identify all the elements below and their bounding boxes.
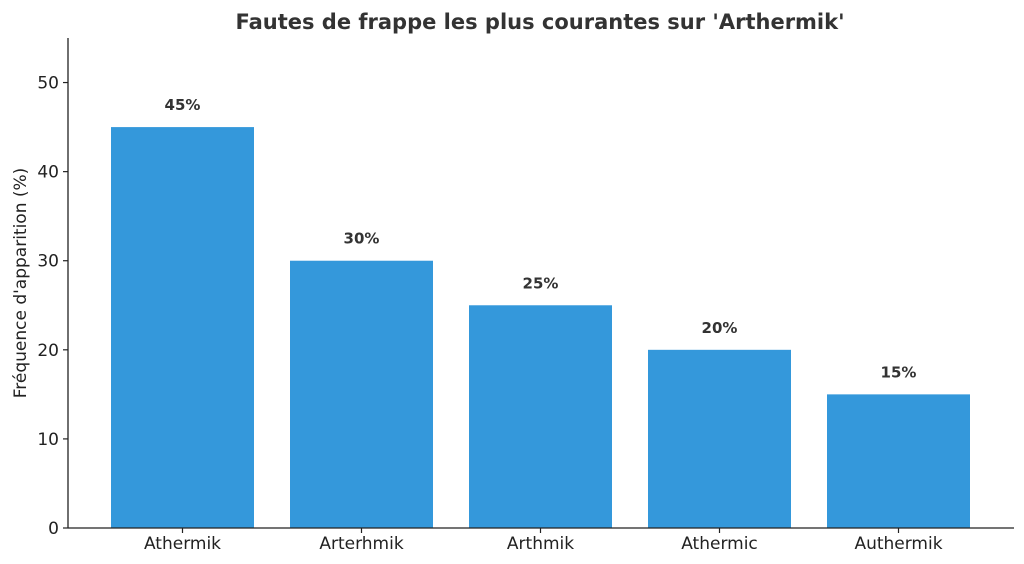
y-tick-label-0: 0 — [48, 519, 59, 539]
y-axis: 0 10 20 30 40 50 — [37, 38, 69, 539]
data-label-authermik: 15% — [881, 363, 917, 381]
bar-athermik — [111, 127, 254, 528]
data-label-athermik: 45% — [165, 96, 201, 114]
data-labels-layer: 45% 30% 25% 20% 15% — [165, 96, 917, 381]
y-tick-label-30: 30 — [37, 252, 59, 272]
chart-title: Fautes de frappe les plus courantes sur … — [235, 10, 844, 34]
data-label-arthmik: 25% — [523, 274, 559, 292]
bar-authermik — [827, 394, 970, 528]
y-tick-label-50: 50 — [37, 74, 59, 94]
y-axis-label: Fréquence d'apparition (%) — [11, 168, 31, 399]
y-tick-label-20: 20 — [37, 341, 59, 361]
x-axis: Athermik Arterhmik Arthmik Athermic Authermi… — [68, 527, 1014, 554]
data-label-arterhmik: 30% — [344, 230, 380, 248]
y-tick-label-10: 10 — [37, 430, 59, 450]
x-tick-label-arthmik: Arthmik — [507, 534, 574, 554]
bar-arterhmik — [290, 260, 433, 528]
bar-athermic — [648, 349, 791, 528]
bar-arthmik — [469, 305, 612, 528]
x-tick-label-authermik: Authermik — [854, 534, 942, 554]
x-tick-label-athermic: Athermic — [681, 534, 758, 554]
x-tick-label-arterhmik: Arterhmik — [319, 534, 403, 554]
y-tick-label-40: 40 — [37, 163, 59, 183]
bars-layer — [111, 127, 970, 528]
data-label-athermic: 20% — [702, 319, 738, 337]
x-tick-label-athermik: Athermik — [144, 534, 221, 554]
